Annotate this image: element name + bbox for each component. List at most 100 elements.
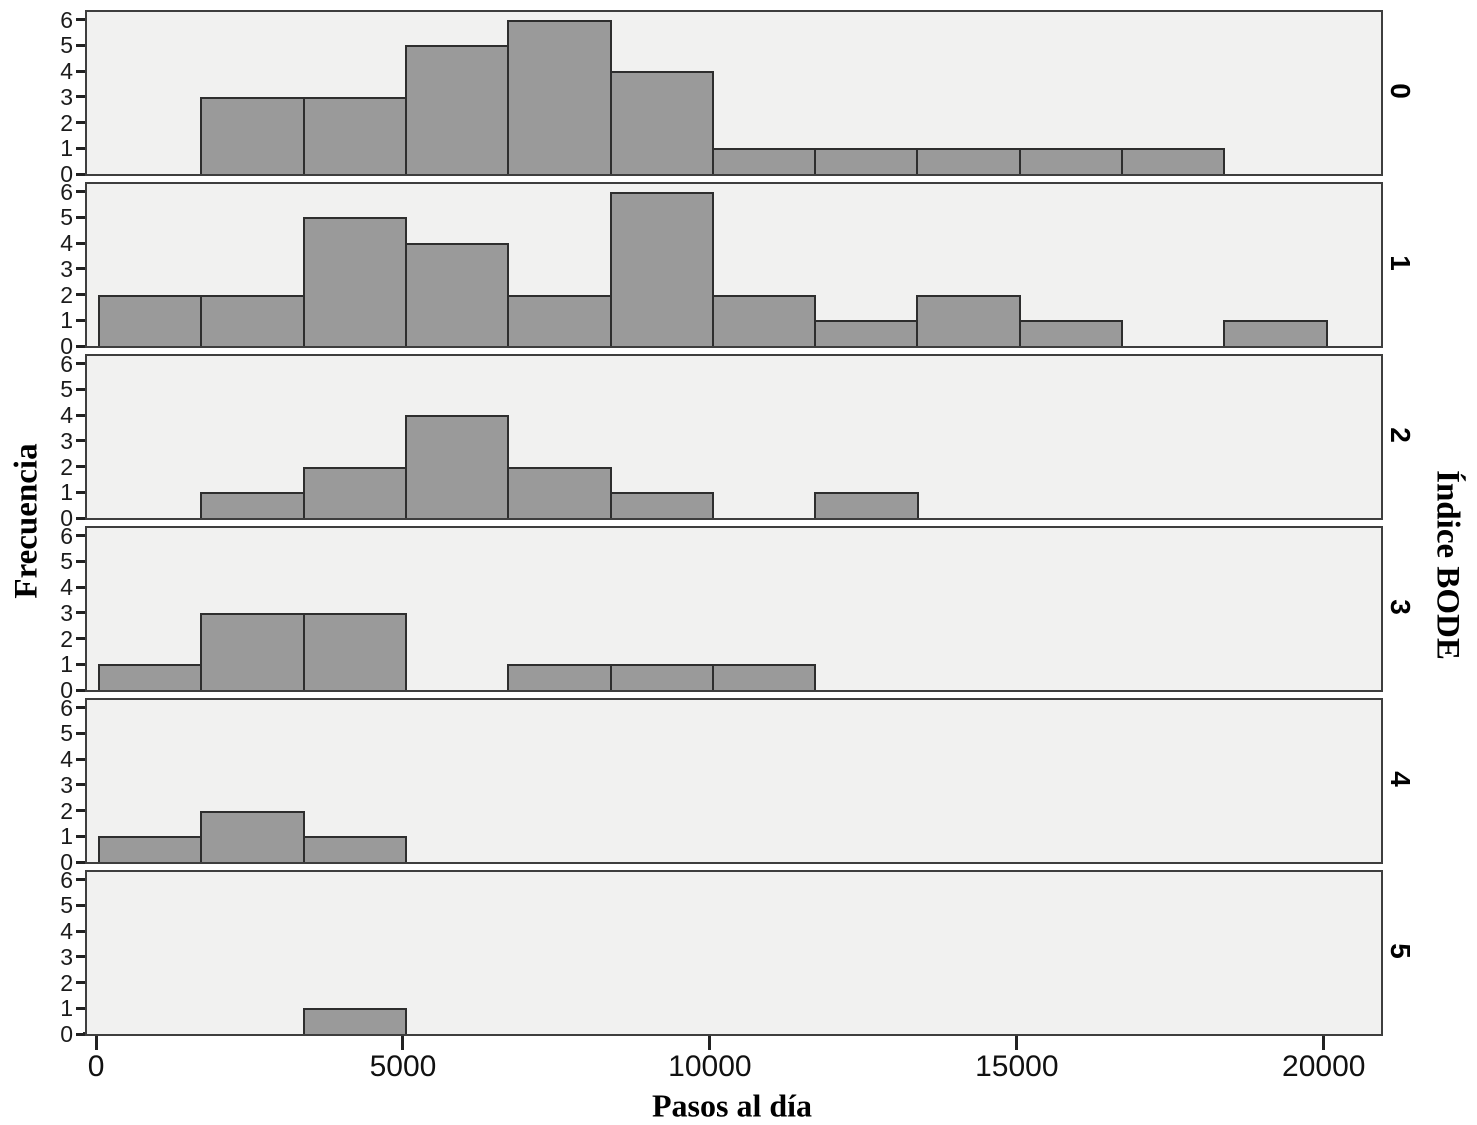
y-tick-mark xyxy=(76,981,85,985)
x-tick-label: 10000 xyxy=(668,1050,752,1083)
histogram-bar xyxy=(711,294,817,346)
y-tick-mark xyxy=(76,1032,85,1036)
histogram-bar xyxy=(302,836,407,862)
x-tick-mark xyxy=(1015,1036,1019,1050)
y-tick-label: 0 xyxy=(60,505,73,531)
y-tick-label: 4 xyxy=(60,918,73,945)
y-tick-mark xyxy=(76,190,85,194)
y-tick-mark xyxy=(76,611,85,615)
y-tick-label: 1 xyxy=(60,135,73,162)
y-tick-label: 5 xyxy=(60,32,73,59)
y-tick-label: 6 xyxy=(60,522,73,549)
histogram-bar xyxy=(200,810,305,862)
facet-label: 2 xyxy=(1385,427,1416,443)
y-tick-label: 0 xyxy=(60,161,73,187)
y-tick-label: 2 xyxy=(60,969,73,996)
y-tick-mark xyxy=(76,146,85,150)
histogram-bar xyxy=(609,191,714,346)
y-tick-mark xyxy=(76,1006,85,1010)
y-tick-mark xyxy=(76,293,85,297)
histogram-bar xyxy=(404,45,510,174)
y-tick-label: 3 xyxy=(60,599,73,626)
histogram-bar xyxy=(507,466,612,518)
histogram-bar xyxy=(609,664,714,690)
y-tick-label: 6 xyxy=(60,350,73,377)
y-tick-mark xyxy=(76,439,85,443)
y-tick-mark xyxy=(76,490,85,494)
y-tick-label: 6 xyxy=(60,6,73,33)
y-tick-mark xyxy=(76,860,85,864)
y-tick-label: 0 xyxy=(60,333,73,359)
histogram-bar xyxy=(1223,320,1328,346)
y-tick-mark xyxy=(76,318,85,322)
y-tick-mark xyxy=(76,18,85,22)
x-axis-title: Pasos al día xyxy=(651,1087,813,1124)
facet-label: 0 xyxy=(1385,83,1416,99)
histogram-bar xyxy=(98,836,203,862)
histogram-bar xyxy=(200,96,305,174)
histogram-bar xyxy=(200,612,305,690)
x-tick-label: 15000 xyxy=(975,1050,1059,1083)
y-tick-label: 4 xyxy=(60,746,73,773)
y-tick-mark xyxy=(76,731,85,735)
histogram-bar xyxy=(916,148,1021,174)
y-tick-mark xyxy=(76,662,85,666)
y-tick-mark xyxy=(76,362,85,366)
histogram-bar xyxy=(98,664,203,690)
y-tick-mark xyxy=(76,121,85,125)
y-tick-label: 0 xyxy=(60,849,73,875)
y-tick-label: 3 xyxy=(60,771,73,798)
y-tick-mark xyxy=(76,267,85,271)
histogram-bar xyxy=(507,664,612,690)
histogram-bar xyxy=(507,19,612,174)
histogram-bar xyxy=(200,492,305,518)
x-tick-mark xyxy=(401,1036,405,1050)
y-tick-mark xyxy=(76,95,85,99)
y-tick-mark xyxy=(76,413,85,417)
y-tick-label: 2 xyxy=(60,797,73,824)
y-tick-label: 5 xyxy=(60,204,73,231)
y-tick-mark xyxy=(76,834,85,838)
y-tick-label: 1 xyxy=(60,479,73,506)
x-tick-mark xyxy=(1322,1036,1326,1050)
histogram-bar xyxy=(609,492,714,518)
histogram-bar xyxy=(814,492,919,518)
y-tick-mark xyxy=(76,534,85,538)
y-tick-label: 2 xyxy=(60,453,73,480)
x-tick-label: 0 xyxy=(87,1050,105,1083)
y-tick-label: 2 xyxy=(60,625,73,652)
facet-label: 5 xyxy=(1385,943,1416,959)
histogram-bar xyxy=(404,415,510,518)
facet-axis-title: Índice BODE xyxy=(1429,470,1466,660)
x-tick-label: 20000 xyxy=(1282,1050,1366,1083)
histogram-bar xyxy=(507,294,612,346)
y-tick-label: 1 xyxy=(60,823,73,850)
y-tick-label: 6 xyxy=(60,866,73,893)
y-tick-label: 4 xyxy=(60,230,73,257)
histogram-bar xyxy=(200,294,305,346)
histogram-bar xyxy=(711,148,817,174)
y-tick-mark xyxy=(76,757,85,761)
y-tick-mark xyxy=(76,637,85,641)
y-tick-mark xyxy=(76,955,85,959)
y-tick-label: 4 xyxy=(60,58,73,85)
histogram-bar xyxy=(711,664,817,690)
facet-label: 3 xyxy=(1385,599,1416,615)
y-tick-label: 3 xyxy=(60,83,73,110)
y-tick-label: 4 xyxy=(60,574,73,601)
y-tick-label: 5 xyxy=(60,548,73,575)
y-tick-mark xyxy=(76,43,85,47)
histogram-bar xyxy=(302,612,407,690)
y-tick-mark xyxy=(76,903,85,907)
y-tick-label: 5 xyxy=(60,720,73,747)
y-tick-label: 0 xyxy=(60,1021,73,1047)
y-tick-label: 6 xyxy=(60,694,73,721)
histogram-bar xyxy=(1121,148,1226,174)
histogram-bar xyxy=(1018,320,1124,346)
facet-label: 1 xyxy=(1385,255,1416,271)
y-tick-mark xyxy=(76,809,85,813)
y-tick-label: 1 xyxy=(60,995,73,1022)
